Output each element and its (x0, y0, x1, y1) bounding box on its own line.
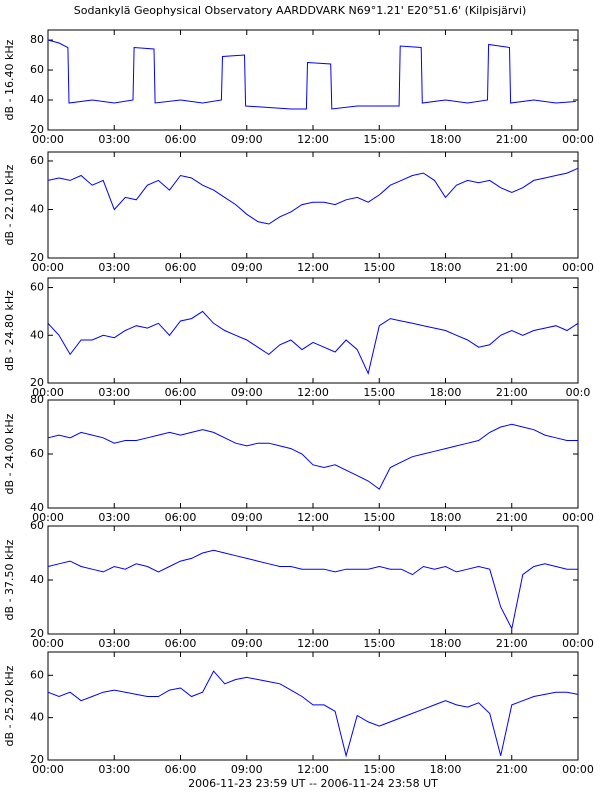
y-tick-label: 20 (30, 753, 44, 766)
x-tick-label: 03:00 (98, 511, 130, 524)
x-tick-label: 15:00 (363, 511, 395, 524)
y-tick-label: 80 (30, 33, 44, 46)
x-tick-label: 06:00 (165, 133, 197, 146)
x-tick-label: 21:00 (496, 386, 528, 399)
plot-frame (47, 151, 579, 259)
x-tick-label: 12:00 (297, 261, 329, 274)
y-axis-label: dB - 37.50 kHz (3, 539, 16, 620)
x-tick-label: 00:00 (32, 261, 64, 274)
x-tick-label: 09:00 (231, 763, 263, 776)
x-tick-label: 12:00 (297, 511, 329, 524)
plot-frame (47, 399, 579, 509)
data-line (47, 167, 579, 225)
x-tick-label: 21:00 (496, 133, 528, 146)
x-axis-label: 2006-11-23 23:59 UT -- 2006-11-24 23:58 … (188, 777, 438, 790)
plot-frame (47, 29, 579, 131)
y-tick-label: 80 (30, 393, 44, 406)
y-axis-label: dB - 25.20 kHz (3, 665, 16, 746)
x-tick-label: 21:00 (496, 763, 528, 776)
x-tick-label: 09:00 (231, 133, 263, 146)
x-tick-label: 09:00 (231, 386, 263, 399)
y-axis-label: dB - 24.80 kHz (3, 290, 16, 371)
x-tick-label: 18:00 (430, 637, 462, 650)
x-tick-label: 03:00 (98, 763, 130, 776)
y-tick-label: 20 (30, 627, 44, 640)
x-tick-label: 06:00 (165, 511, 197, 524)
x-tick-label: 18:00 (430, 763, 462, 776)
x-tick-label: 00:00 (32, 763, 64, 776)
y-axis-label: dB - 24.00 kHz (3, 413, 16, 494)
x-tick-label: 18:00 (430, 133, 462, 146)
y-axis-label: dB - 16.40 kHz (3, 39, 16, 120)
y-tick-label: 60 (30, 154, 44, 167)
x-tick-label: 09:00 (231, 261, 263, 274)
x-tick-label: 06:00 (165, 386, 197, 399)
x-tick-label: 18:00 (430, 261, 462, 274)
x-tick-label: 03:00 (98, 386, 130, 399)
x-tick-label: 00:00 (562, 637, 594, 650)
data-line (47, 549, 578, 631)
x-tick-label: 06:00 (165, 261, 197, 274)
data-line (47, 310, 579, 376)
x-tick-label: 15:00 (363, 261, 395, 274)
y-tick-label: 40 (30, 328, 44, 341)
x-tick-label: 00:00 (32, 386, 64, 399)
data-line (47, 423, 578, 490)
x-tick-label: 12:00 (297, 133, 329, 146)
x-tick-label: 18:00 (430, 386, 462, 399)
y-tick-label: 60 (30, 63, 44, 76)
plot-frame (47, 277, 579, 384)
y-tick-label: 40 (30, 573, 44, 586)
x-tick-label: 00:00 (562, 763, 594, 776)
y-tick-label: 40 (30, 202, 44, 215)
x-tick-label: 09:00 (231, 511, 263, 524)
y-tick-label: 60 (30, 668, 44, 681)
x-tick-label: 21:00 (496, 511, 528, 524)
x-tick-label: 00:00 (562, 511, 594, 524)
x-tick-label: 12:00 (297, 386, 329, 399)
x-tick-label: 03:00 (98, 261, 130, 274)
x-tick-label: 00:00 (32, 133, 64, 146)
y-tick-label: 40 (30, 711, 44, 724)
y-tick-label: 40 (30, 501, 44, 514)
chart-title: Sodankylä Geophysical Observatory AARDDV… (74, 4, 527, 17)
x-tick-label: 00:0 (566, 386, 591, 399)
x-tick-label: 00:00 (562, 261, 594, 274)
x-tick-label: 12:00 (297, 763, 329, 776)
x-tick-label: 00:00 (32, 637, 64, 650)
y-tick-label: 60 (30, 281, 44, 294)
y-tick-label: 20 (30, 376, 44, 389)
x-tick-label: 00:00 (562, 133, 594, 146)
y-axis-label: dB - 22.10 kHz (3, 164, 16, 245)
x-tick-label: 21:00 (496, 261, 528, 274)
plot-frame (47, 525, 579, 635)
x-tick-label: 03:00 (98, 133, 130, 146)
y-tick-label: 20 (30, 123, 44, 136)
data-line (47, 39, 576, 110)
y-tick-label: 60 (30, 519, 44, 532)
x-tick-label: 12:00 (297, 637, 329, 650)
x-tick-label: 15:00 (363, 637, 395, 650)
x-tick-label: 09:00 (231, 637, 263, 650)
plot-frame (47, 651, 579, 761)
x-tick-label: 21:00 (496, 637, 528, 650)
y-tick-label: 20 (30, 251, 44, 264)
data-line (47, 670, 579, 758)
x-tick-label: 15:00 (363, 763, 395, 776)
y-tick-label: 40 (30, 93, 44, 106)
x-tick-label: 15:00 (363, 386, 395, 399)
x-tick-label: 03:00 (98, 637, 130, 650)
x-tick-label: 18:00 (430, 511, 462, 524)
x-tick-label: 00:00 (32, 511, 64, 524)
y-tick-label: 60 (30, 447, 44, 460)
x-tick-label: 06:00 (165, 637, 197, 650)
x-tick-label: 15:00 (363, 133, 395, 146)
x-tick-label: 06:00 (165, 763, 197, 776)
